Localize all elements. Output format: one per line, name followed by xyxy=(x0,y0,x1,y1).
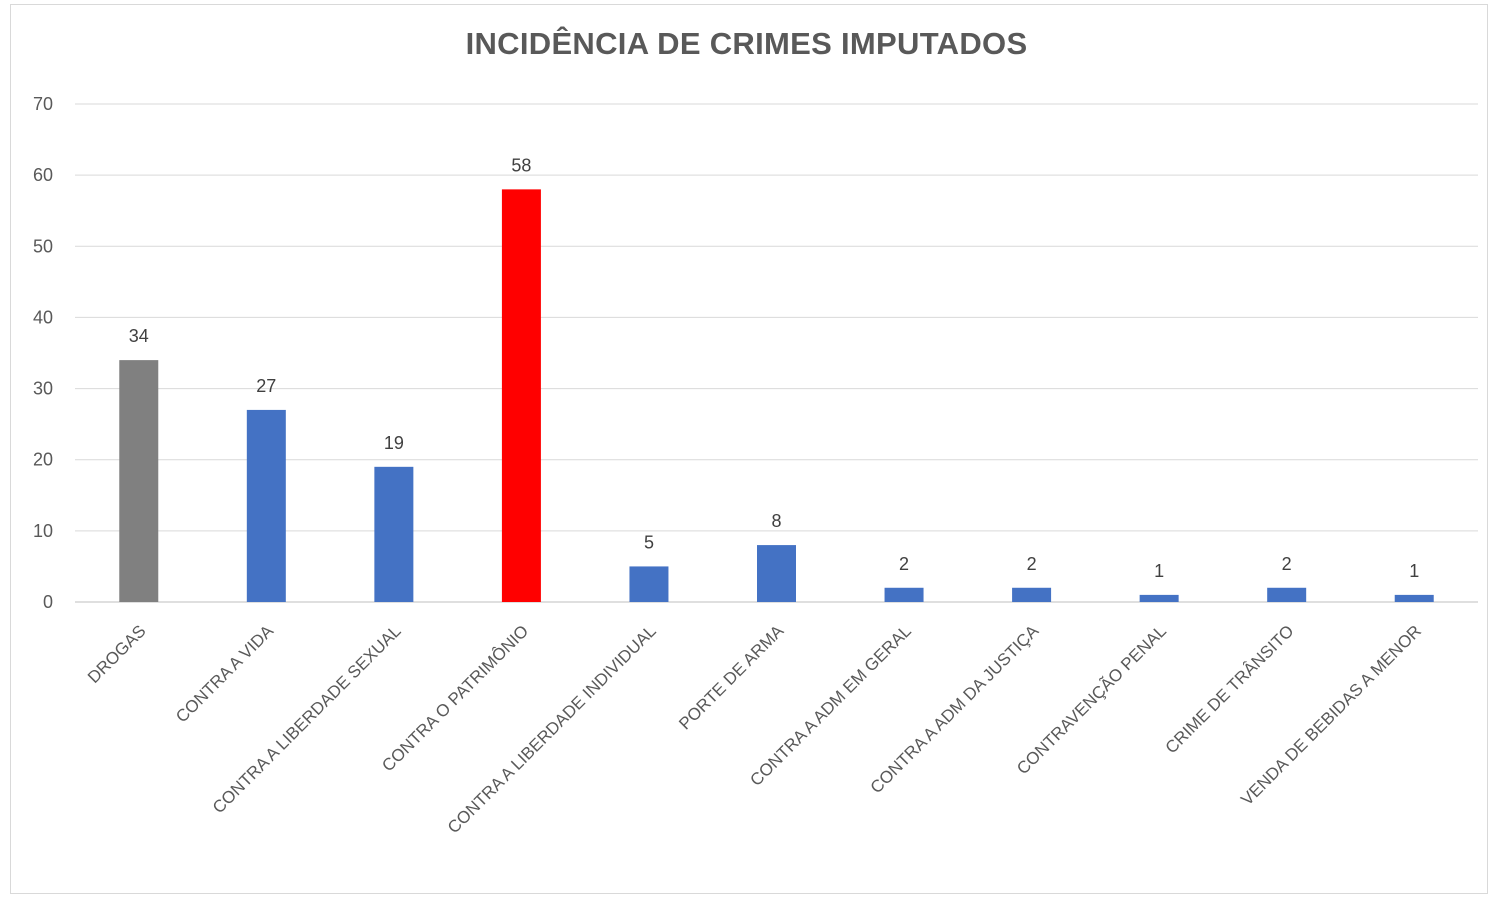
gridlines xyxy=(75,103,1478,603)
bar xyxy=(1139,594,1179,602)
x-tick-label: CRIME DE TRÂNSITO xyxy=(1162,621,1298,757)
y-tick-label: 30 xyxy=(33,379,53,399)
bar xyxy=(757,545,796,602)
x-tick-label: CONTRAVENÇÃO PENAL xyxy=(1013,621,1170,778)
y-tick-label: 40 xyxy=(33,307,53,327)
y-tick-label: 20 xyxy=(33,450,53,470)
x-tick-label: PORTE DE ARMA xyxy=(675,621,788,734)
data-label: 34 xyxy=(129,326,149,346)
bar xyxy=(629,566,669,602)
x-tick-label: DROGAS xyxy=(84,621,150,687)
bar xyxy=(374,466,414,602)
data-label: 19 xyxy=(384,433,404,453)
y-axis-ticks: 0 10 20 30 40 50 60 70 xyxy=(33,94,53,612)
y-tick-label: 10 xyxy=(33,521,53,541)
chart-title: INCIDÊNCIA DE CRIMES IMPUTADOS xyxy=(465,26,1028,61)
data-label: 2 xyxy=(1027,554,1037,574)
bars xyxy=(119,189,1434,602)
y-tick-label: 60 xyxy=(33,165,53,185)
data-label: 27 xyxy=(256,376,276,396)
y-tick-label: 0 xyxy=(43,592,53,612)
data-label: 8 xyxy=(771,511,781,531)
bar xyxy=(246,409,286,602)
bar xyxy=(119,360,159,602)
y-tick-label: 70 xyxy=(33,94,53,114)
bar xyxy=(1012,587,1052,602)
x-tick-label: CONTRA A LIBERDADE INDIVIDUAL xyxy=(444,621,660,837)
data-label: 2 xyxy=(899,554,909,574)
data-label: 5 xyxy=(644,532,654,552)
bar xyxy=(1267,587,1307,602)
bar xyxy=(1394,594,1434,602)
y-tick-label: 50 xyxy=(33,236,53,256)
data-label: 58 xyxy=(511,155,531,175)
data-label: 2 xyxy=(1282,554,1292,574)
data-label: 1 xyxy=(1154,561,1164,581)
bar xyxy=(501,189,541,602)
x-tick-label: CONTRA O PATRIMÔNIO xyxy=(378,621,532,775)
x-tick-label: CONTRA A VIDA xyxy=(172,621,277,726)
bar xyxy=(884,587,924,602)
data-label: 1 xyxy=(1409,561,1419,581)
